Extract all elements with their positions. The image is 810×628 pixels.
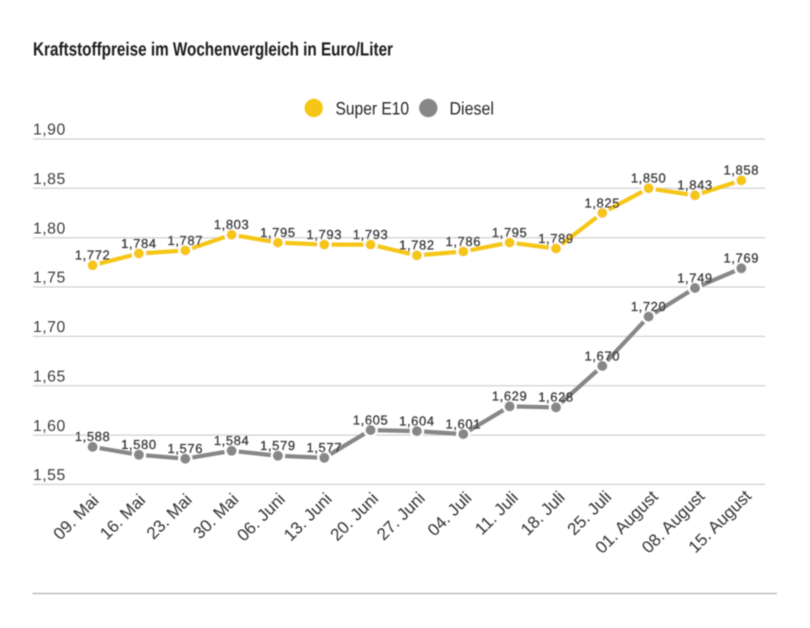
svg-text:1,720: 1,720 — [631, 299, 667, 314]
svg-text:1,604: 1,604 — [399, 413, 435, 428]
svg-text:1,787: 1,787 — [168, 233, 204, 248]
svg-text:1,749: 1,749 — [677, 270, 713, 285]
svg-text:1,793: 1,793 — [353, 227, 389, 242]
svg-text:1,577: 1,577 — [307, 440, 343, 455]
svg-text:1,584: 1,584 — [214, 433, 250, 448]
svg-text:1,588: 1,588 — [75, 429, 111, 444]
svg-text:1,580: 1,580 — [121, 437, 157, 452]
svg-text:Super E10: Super E10 — [336, 98, 410, 118]
svg-text:1,825: 1,825 — [585, 195, 621, 210]
svg-text:1,772: 1,772 — [75, 248, 111, 263]
svg-text:1,803: 1,803 — [214, 217, 250, 232]
svg-text:1,70: 1,70 — [33, 319, 66, 336]
svg-text:1,60: 1,60 — [33, 418, 66, 435]
svg-text:1,75: 1,75 — [33, 270, 66, 287]
svg-text:1,795: 1,795 — [492, 225, 528, 240]
svg-text:1,789: 1,789 — [538, 231, 574, 246]
svg-text:1,843: 1,843 — [677, 178, 713, 193]
svg-text:1,85: 1,85 — [33, 171, 66, 188]
svg-text:Diesel: Diesel — [450, 98, 494, 118]
svg-text:1,55: 1,55 — [33, 467, 66, 484]
svg-text:1,786: 1,786 — [446, 234, 482, 249]
svg-text:Kraftstoffpreise im Wochenverg: Kraftstoffpreise im Wochenvergleich in E… — [33, 39, 393, 60]
svg-text:1,605: 1,605 — [353, 412, 389, 427]
svg-text:1,784: 1,784 — [121, 236, 157, 251]
svg-text:1,782: 1,782 — [399, 238, 435, 253]
svg-text:1,80: 1,80 — [33, 220, 66, 237]
svg-text:1,601: 1,601 — [446, 416, 482, 431]
svg-text:1,858: 1,858 — [724, 163, 760, 178]
svg-text:1,670: 1,670 — [585, 348, 621, 363]
svg-text:1,628: 1,628 — [538, 390, 574, 405]
svg-text:1,793: 1,793 — [307, 227, 343, 242]
svg-text:1,769: 1,769 — [724, 251, 760, 266]
svg-text:1,850: 1,850 — [631, 171, 667, 186]
svg-text:1,65: 1,65 — [33, 368, 66, 385]
svg-text:1,90: 1,90 — [33, 122, 66, 139]
svg-text:1,576: 1,576 — [168, 441, 204, 456]
svg-text:1,579: 1,579 — [260, 438, 296, 453]
svg-text:1,795: 1,795 — [260, 225, 296, 240]
svg-text:1,629: 1,629 — [492, 389, 528, 404]
